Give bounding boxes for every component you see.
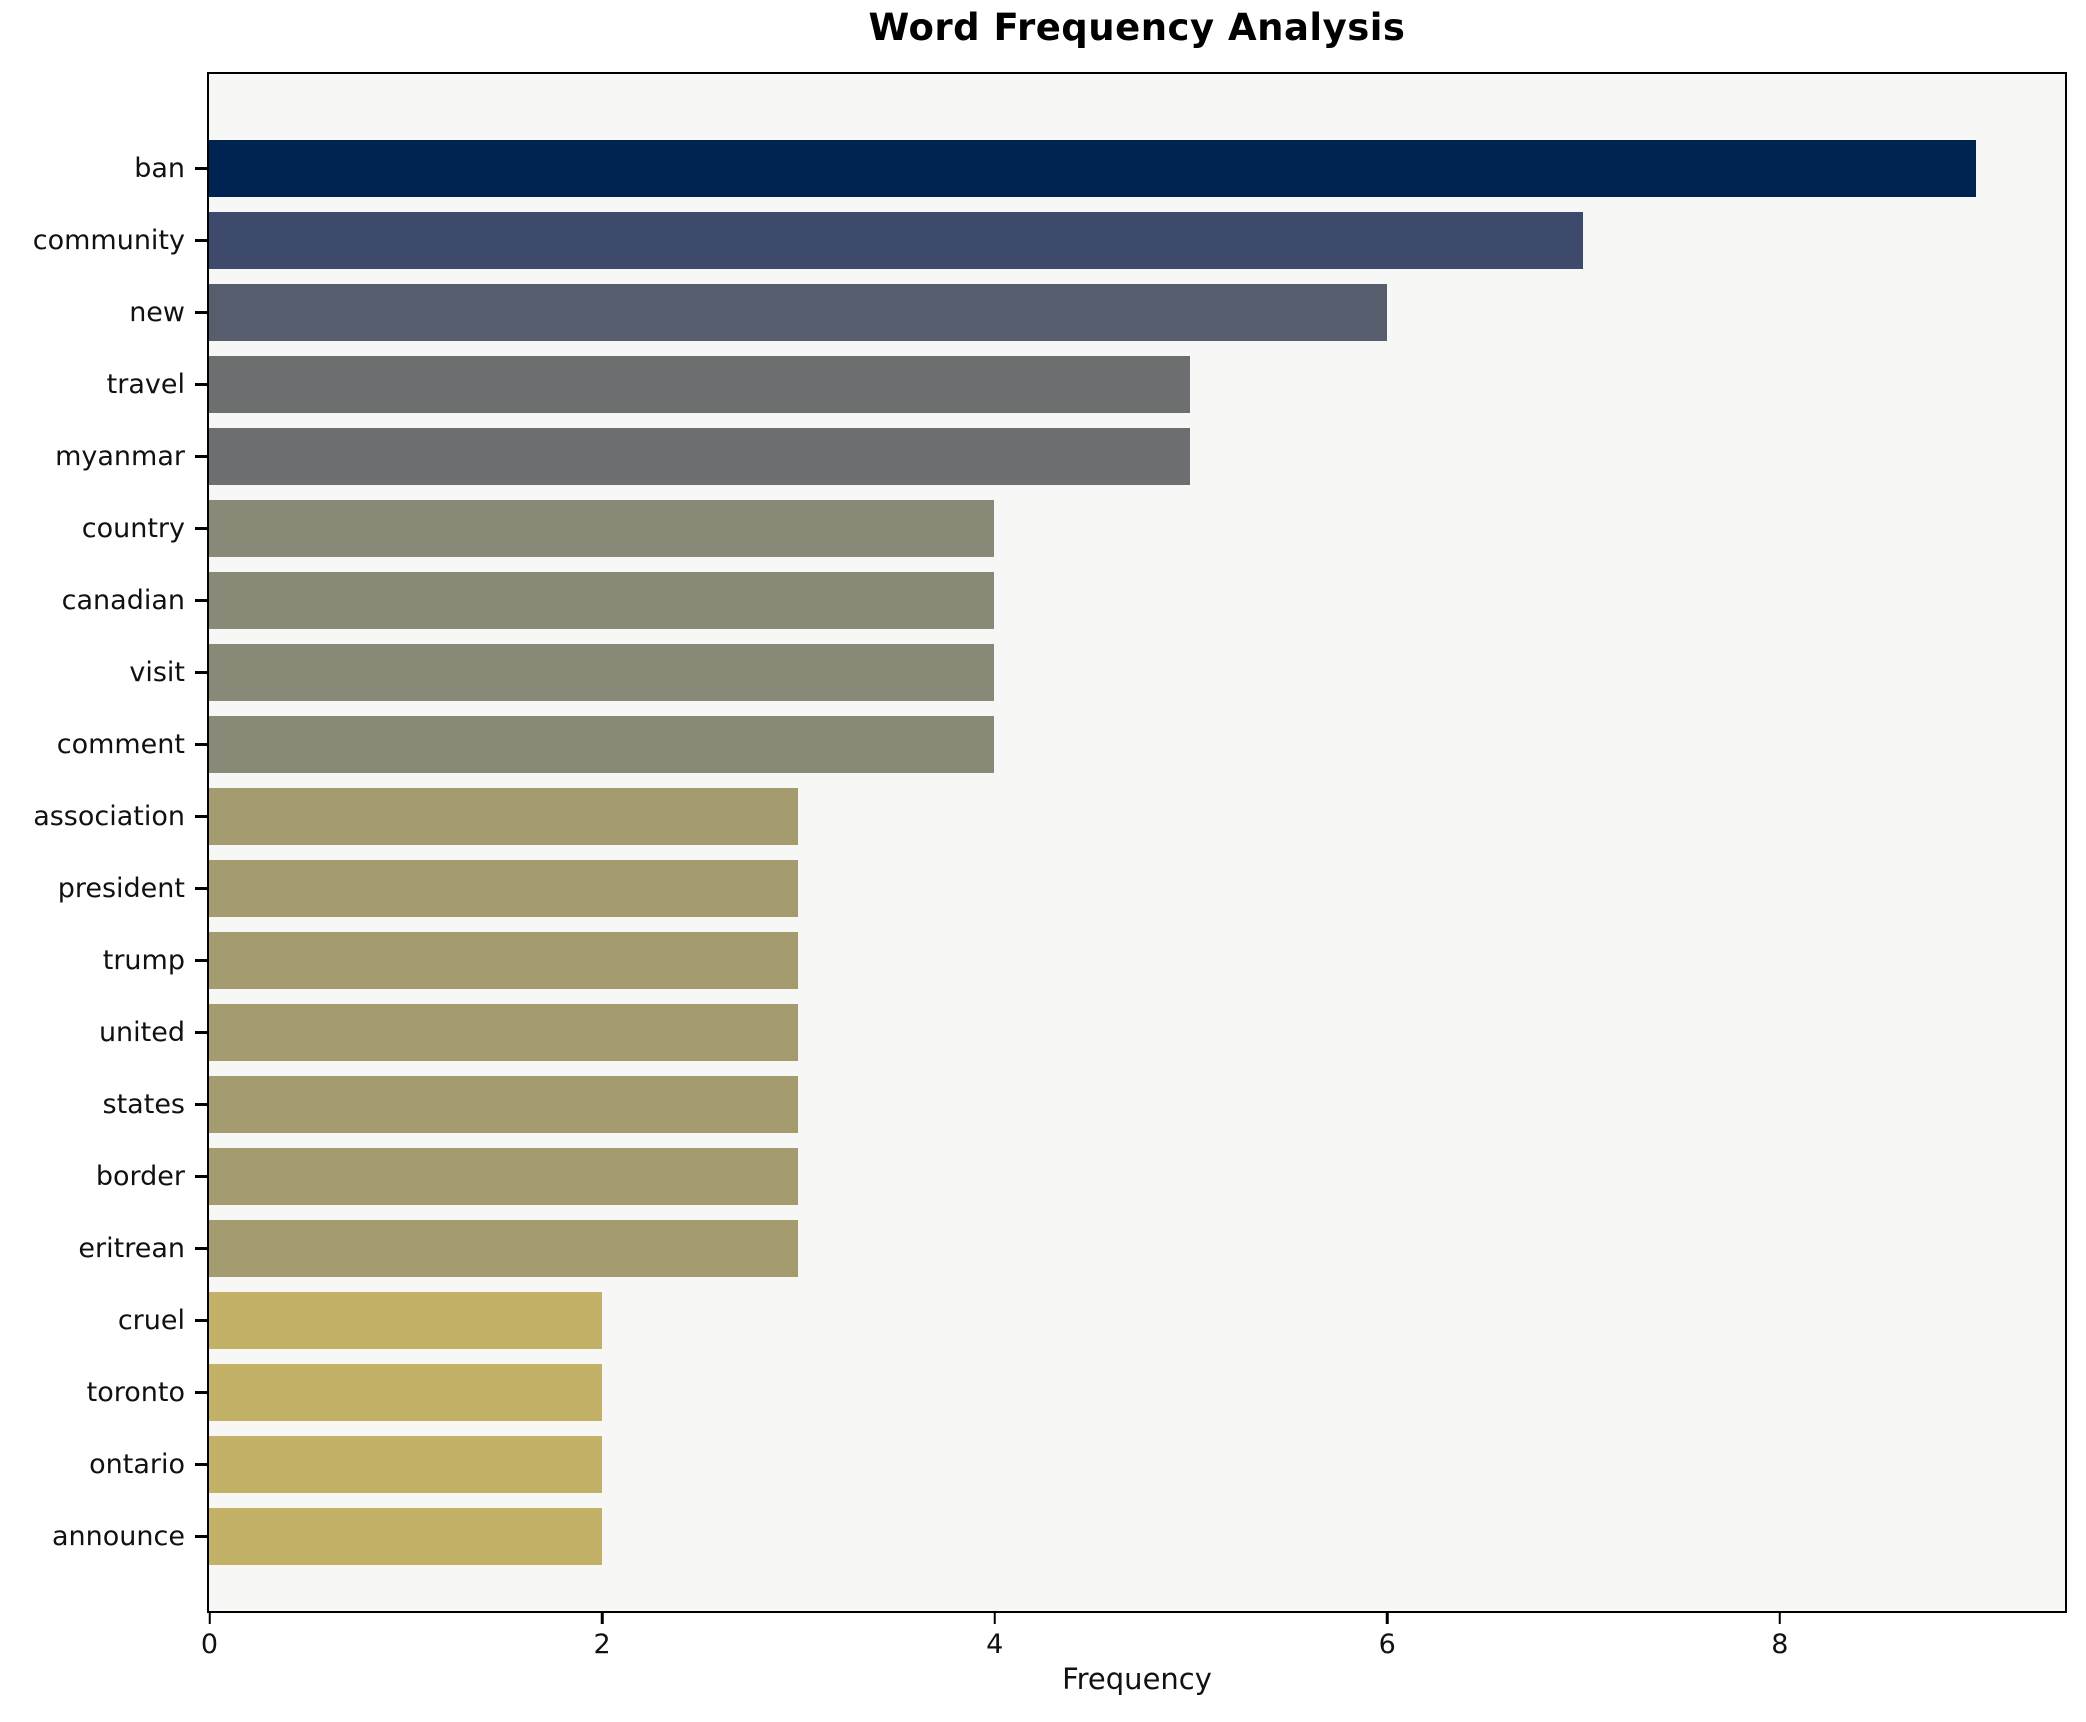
y-tick-mark <box>195 1463 207 1466</box>
y-tick-label-new: new <box>129 296 185 328</box>
y-tick-mark <box>195 455 207 458</box>
bar-ban <box>209 139 1976 197</box>
bar-comment <box>209 715 995 773</box>
y-tick-mark <box>195 1175 207 1178</box>
y-tick-label-president: president <box>57 872 185 904</box>
y-tick-label-country: country <box>81 512 185 544</box>
y-tick-label-united: united <box>98 1016 185 1048</box>
y-tick-mark <box>195 1247 207 1250</box>
bar-toronto <box>209 1363 602 1421</box>
bar-visit <box>209 643 995 701</box>
plot-area <box>207 72 2067 1613</box>
y-tick-label-ontario: ontario <box>89 1448 185 1480</box>
y-tick-label-myanmar: myanmar <box>55 440 185 472</box>
y-tick-mark <box>195 887 207 890</box>
y-tick-mark <box>195 599 207 602</box>
y-tick-label-states: states <box>102 1088 185 1120</box>
bar-ontario <box>209 1435 602 1493</box>
y-tick-label-announce: announce <box>52 1520 185 1552</box>
y-tick-mark <box>195 383 207 386</box>
y-tick-mark <box>195 959 207 962</box>
y-tick-label-comment: comment <box>56 728 185 760</box>
y-tick-label-canadian: canadian <box>61 584 185 616</box>
y-tick-mark <box>195 1103 207 1106</box>
y-tick-mark <box>195 671 207 674</box>
y-tick-mark <box>195 527 207 530</box>
bar-border <box>209 1147 798 1205</box>
x-tick-label-0: 0 <box>200 1629 219 1660</box>
y-tick-mark <box>195 311 207 314</box>
x-tick-label-6: 6 <box>1378 1629 1396 1660</box>
x-tick-mark <box>600 1613 604 1624</box>
bar-united <box>209 1003 798 1061</box>
bar-eritrean <box>209 1219 798 1277</box>
y-tick-mark <box>195 239 207 242</box>
y-tick-label-cruel: cruel <box>117 1304 185 1336</box>
bar-country <box>209 499 995 557</box>
x-tick-label-8: 8 <box>1771 1629 1789 1660</box>
y-tick-label-ban: ban <box>134 152 185 184</box>
y-tick-label-travel: travel <box>106 368 185 400</box>
bar-states <box>209 1075 798 1133</box>
y-tick-label-trump: trump <box>102 944 185 976</box>
bar-cruel <box>209 1291 602 1349</box>
y-tick-label-eritrean: eritrean <box>78 1232 185 1264</box>
y-tick-mark <box>195 743 207 746</box>
x-axis-title: Frequency <box>1062 1662 1212 1696</box>
y-tick-mark <box>195 1031 207 1034</box>
x-tick-mark <box>1778 1613 1782 1624</box>
y-tick-mark <box>195 1391 207 1394</box>
x-tick-label-4: 4 <box>986 1629 1004 1660</box>
y-tick-mark <box>195 167 207 170</box>
bar-canadian <box>209 571 995 629</box>
bar-association <box>209 787 798 845</box>
y-tick-label-border: border <box>95 1160 185 1192</box>
y-tick-mark <box>195 1535 207 1538</box>
y-tick-mark <box>195 815 207 818</box>
bar-announce <box>209 1507 602 1565</box>
bar-new <box>209 283 1387 341</box>
x-tick-mark <box>1386 1613 1389 1624</box>
y-tick-mark <box>195 1319 207 1322</box>
y-tick-label-visit: visit <box>129 656 185 688</box>
bar-community <box>209 211 1584 269</box>
chart-title: Word Frequency Analysis <box>868 6 1406 49</box>
y-tick-label-community: community <box>32 224 185 256</box>
bar-trump <box>209 931 798 989</box>
y-tick-label-association: association <box>33 800 185 832</box>
x-tick-label-2: 2 <box>593 1629 611 1660</box>
bar-myanmar <box>209 427 1191 485</box>
bar-president <box>209 859 798 917</box>
y-tick-label-toronto: toronto <box>86 1376 185 1408</box>
bar-travel <box>209 355 1191 413</box>
x-tick-mark <box>208 1613 211 1624</box>
x-tick-mark <box>993 1613 996 1624</box>
